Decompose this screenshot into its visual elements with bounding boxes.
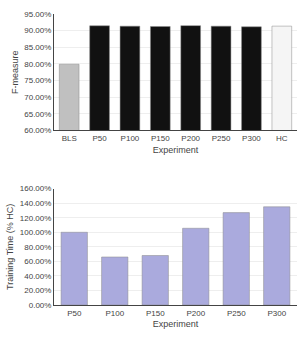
svg-text:P200: P200 [186,309,205,318]
svg-text:Training Time (% HC): Training Time (% HC) [5,204,15,290]
svg-text:P250: P250 [212,134,231,143]
svg-text:60.00%: 60.00% [24,126,51,135]
svg-text:20.00%: 20.00% [24,286,51,295]
svg-text:P100: P100 [105,309,124,318]
svg-text:75.00%: 75.00% [24,76,51,85]
svg-text:95.00%: 95.00% [24,10,51,19]
svg-text:90.00%: 90.00% [24,26,51,35]
svg-text:P50: P50 [92,134,107,143]
svg-text:P100: P100 [121,134,140,143]
svg-text:160.00%: 160.00% [20,184,52,193]
svg-text:P200: P200 [181,134,200,143]
svg-text:P150: P150 [151,134,170,143]
svg-text:P300: P300 [267,309,286,318]
svg-text:80.00%: 80.00% [24,60,51,69]
svg-text:80.00%: 80.00% [24,243,51,252]
svg-text:P300: P300 [242,134,261,143]
svg-text:P50: P50 [67,309,82,318]
svg-text:Experiment: Experiment [153,319,199,329]
svg-text:40.00%: 40.00% [24,272,51,281]
svg-text:0.00%: 0.00% [29,301,52,310]
svg-text:Experiment: Experiment [153,145,199,155]
svg-text:85.00%: 85.00% [24,43,51,52]
svg-text:100.00%: 100.00% [20,228,52,237]
svg-text:120.00%: 120.00% [20,214,52,223]
svg-text:F-measure: F-measure [10,50,20,94]
svg-text:P250: P250 [227,309,246,318]
svg-text:P150: P150 [146,309,165,318]
svg-text:140.00%: 140.00% [20,199,52,208]
svg-text:HC: HC [276,134,288,143]
svg-text:BLS: BLS [62,134,77,143]
svg-text:70.00%: 70.00% [24,93,51,102]
svg-text:60.00%: 60.00% [24,257,51,266]
svg-text:65.00%: 65.00% [24,110,51,119]
